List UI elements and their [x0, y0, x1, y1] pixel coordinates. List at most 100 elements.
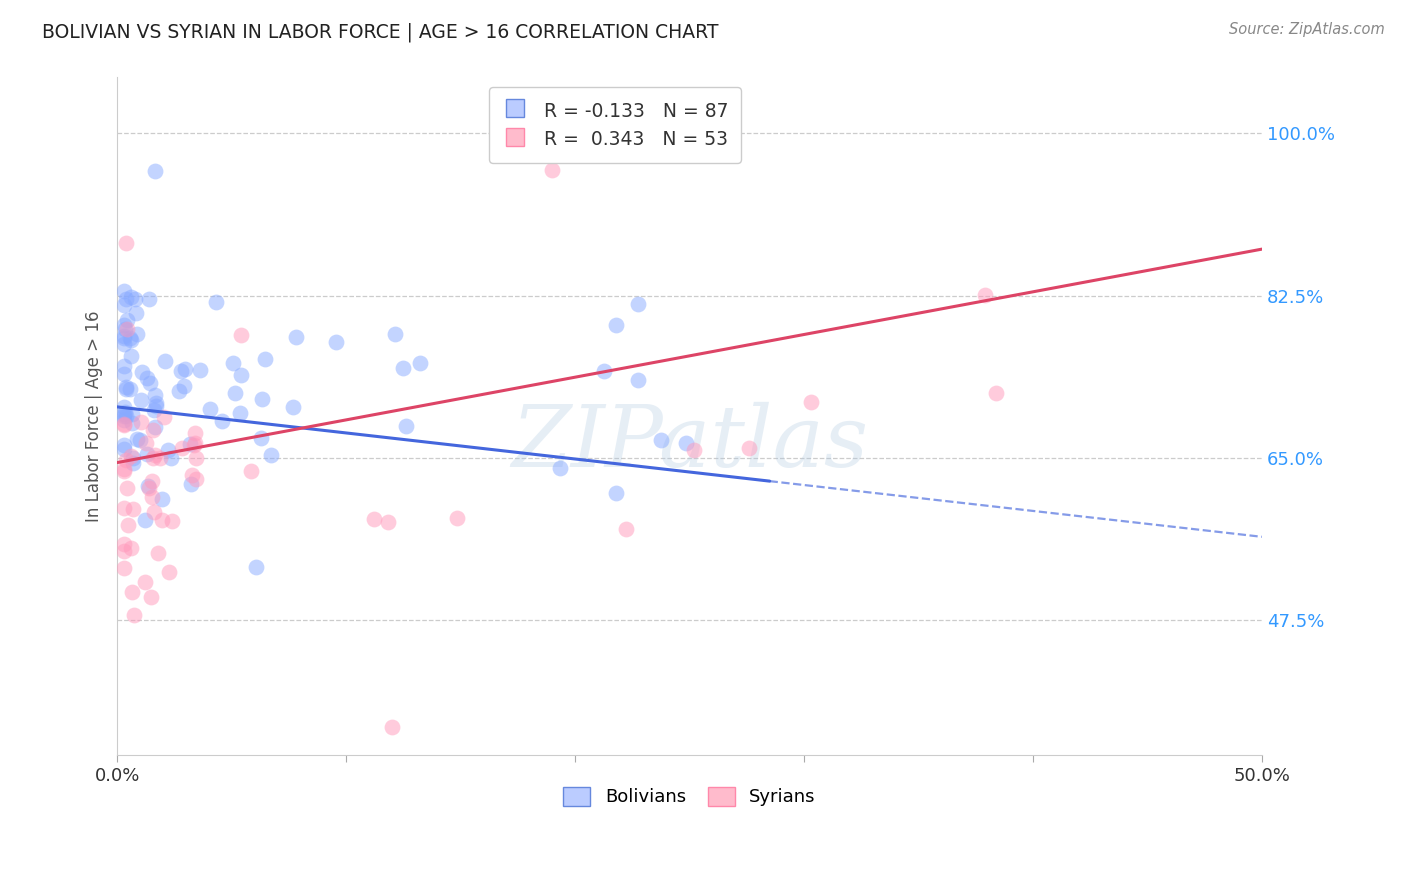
Point: [184, 426, 207, 441]
Point: [627, 297, 650, 311]
Point: [141, 490, 163, 504]
Point: [129, 415, 152, 429]
Point: [112, 331, 135, 345]
Point: [984, 385, 1007, 400]
Y-axis label: In Labor Force | Age > 16: In Labor Force | Age > 16: [86, 310, 103, 522]
Point: [112, 284, 135, 298]
Point: [250, 431, 273, 445]
Point: [149, 450, 172, 465]
Point: [184, 472, 207, 486]
Point: [683, 443, 706, 458]
Point: [186, 451, 208, 466]
Point: [650, 433, 672, 447]
Point: [281, 401, 304, 415]
Point: [118, 383, 141, 397]
Point: [157, 565, 180, 579]
Point: [392, 361, 415, 376]
Point: [121, 584, 143, 599]
Point: [150, 513, 173, 527]
Point: [675, 435, 697, 450]
Point: [231, 328, 253, 343]
Point: [141, 590, 163, 604]
Point: [124, 292, 146, 306]
Point: [112, 438, 135, 452]
Point: [125, 306, 148, 320]
Point: [231, 368, 253, 382]
Point: [627, 373, 650, 387]
Point: [112, 537, 135, 551]
Point: [240, 464, 263, 478]
Point: [143, 420, 166, 434]
Point: [181, 468, 204, 483]
Point: [120, 541, 142, 556]
Point: [180, 476, 202, 491]
Point: [115, 482, 138, 496]
Point: [120, 450, 142, 464]
Point: [153, 353, 176, 368]
Point: [121, 407, 143, 421]
Point: [112, 407, 135, 421]
Point: [138, 292, 160, 306]
Text: ZIPatlas: ZIPatlas: [510, 402, 868, 484]
Point: [254, 352, 277, 367]
Point: [122, 456, 145, 470]
Point: [188, 363, 211, 377]
Point: [245, 560, 267, 574]
Point: [112, 544, 135, 558]
Point: [179, 436, 201, 450]
Point: [138, 482, 160, 496]
Point: [114, 322, 136, 336]
Point: [141, 474, 163, 488]
Point: [139, 376, 162, 390]
Point: [112, 337, 135, 351]
Point: [183, 437, 205, 451]
Point: [325, 335, 347, 350]
Point: [592, 364, 614, 378]
Point: [143, 449, 166, 463]
Point: [135, 436, 157, 450]
Point: [150, 491, 173, 506]
Point: [115, 292, 138, 306]
Point: [363, 512, 385, 526]
Point: [115, 382, 138, 396]
Point: [114, 380, 136, 394]
Point: [169, 363, 191, 377]
Point: [120, 290, 142, 304]
Point: [259, 448, 281, 462]
Point: [614, 522, 637, 536]
Point: [173, 379, 195, 393]
Point: [136, 371, 159, 385]
Point: [167, 384, 190, 398]
Point: [120, 331, 142, 345]
Point: [120, 333, 142, 347]
Point: [121, 451, 143, 466]
Point: [112, 400, 135, 414]
Point: [143, 505, 166, 519]
Point: [112, 298, 135, 312]
Point: [121, 416, 143, 430]
Point: [114, 405, 136, 419]
Point: [409, 356, 432, 370]
Point: [284, 330, 307, 344]
Point: [114, 409, 136, 424]
Point: [143, 402, 166, 417]
Point: [136, 479, 159, 493]
Point: [112, 442, 135, 457]
Point: [127, 432, 149, 446]
Point: [112, 501, 135, 516]
Point: [205, 294, 228, 309]
Point: [131, 365, 153, 379]
Point: [129, 433, 152, 447]
Point: [115, 453, 138, 467]
Point: [112, 464, 135, 478]
Point: [172, 441, 194, 455]
Point: [541, 163, 564, 178]
Point: [112, 462, 135, 476]
Point: [112, 561, 135, 575]
Point: [112, 318, 135, 332]
Point: [174, 361, 197, 376]
Text: Source: ZipAtlas.com: Source: ZipAtlas.com: [1229, 22, 1385, 37]
Point: [738, 441, 761, 455]
Point: [134, 574, 156, 589]
Point: [143, 163, 166, 178]
